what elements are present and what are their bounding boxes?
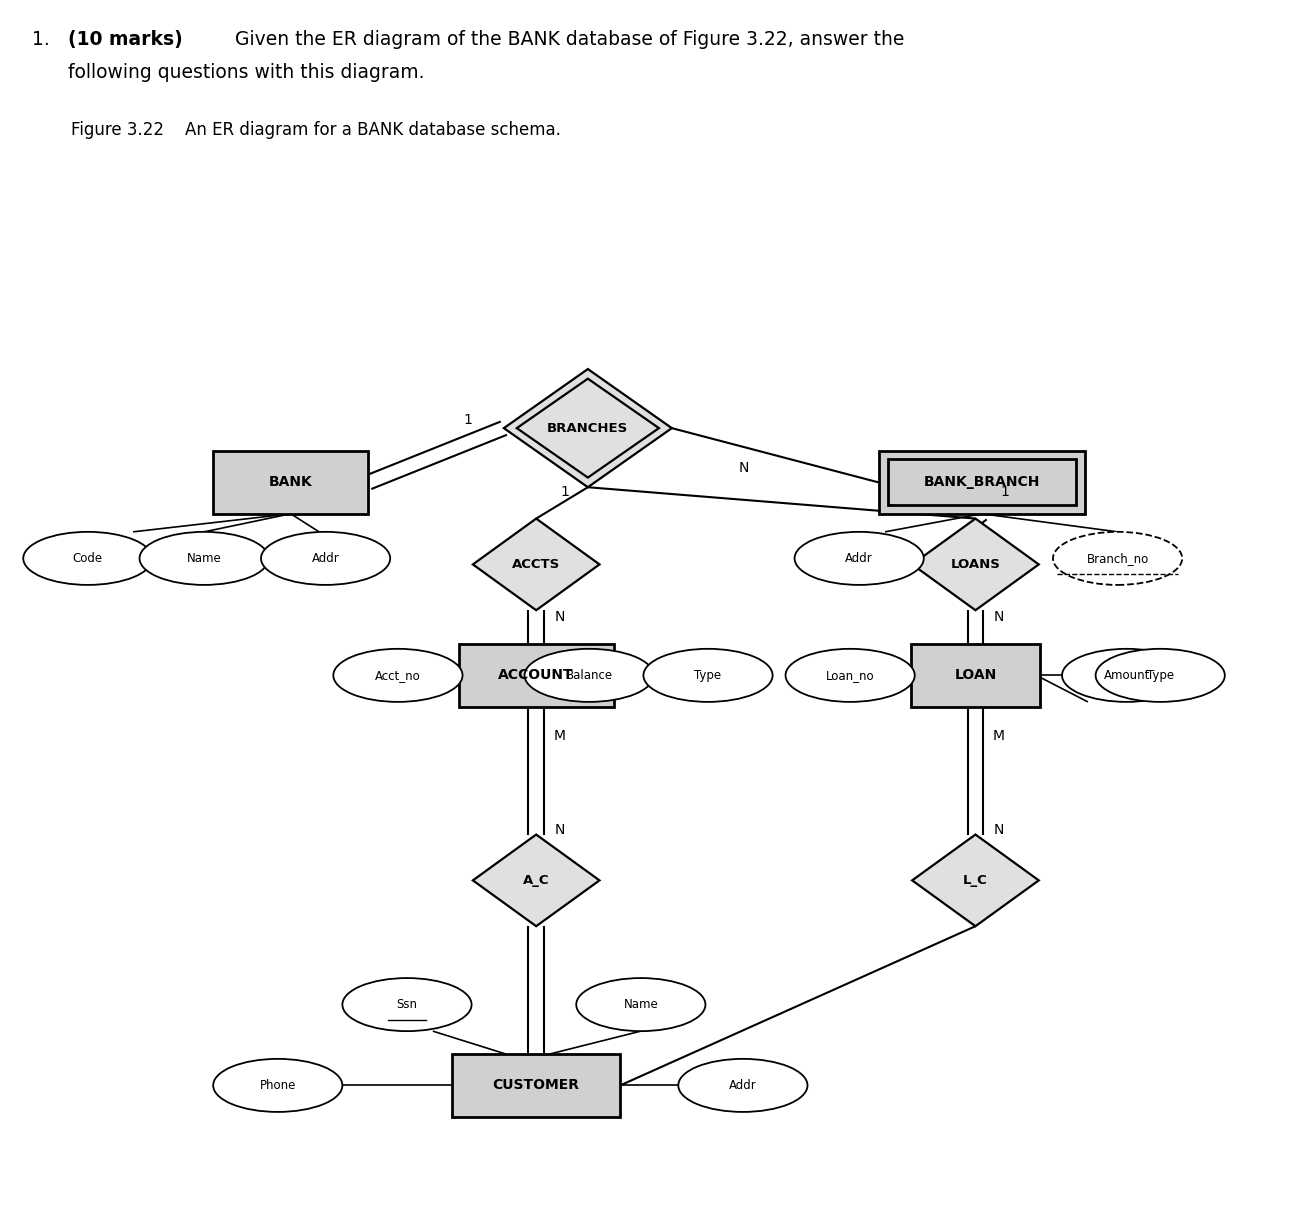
Ellipse shape — [643, 649, 773, 702]
Polygon shape — [912, 835, 1039, 926]
Text: Ssn: Ssn — [397, 999, 417, 1011]
Text: N: N — [994, 822, 1004, 837]
Text: Addr: Addr — [311, 552, 340, 564]
Text: M: M — [992, 728, 1005, 743]
FancyBboxPatch shape — [452, 1054, 620, 1117]
Text: Phone: Phone — [260, 1079, 296, 1091]
Text: ACCTS: ACCTS — [512, 558, 561, 570]
Text: Figure 3.22    An ER diagram for a BANK database schema.: Figure 3.22 An ER diagram for a BANK dat… — [71, 121, 561, 139]
Text: Balance: Balance — [566, 669, 612, 681]
Text: (10 marks): (10 marks) — [68, 30, 183, 49]
Text: N: N — [739, 461, 749, 475]
Ellipse shape — [576, 978, 705, 1031]
Text: 1: 1 — [1001, 485, 1009, 499]
Text: A_C: A_C — [523, 874, 549, 886]
Text: Type: Type — [695, 669, 721, 681]
Ellipse shape — [1053, 532, 1182, 585]
Text: Branch_no: Branch_no — [1087, 552, 1149, 564]
Text: Name: Name — [624, 999, 658, 1011]
Ellipse shape — [1096, 649, 1225, 702]
Ellipse shape — [140, 532, 269, 585]
Text: L_C: L_C — [963, 874, 988, 886]
Ellipse shape — [678, 1059, 808, 1112]
Text: M: M — [553, 728, 566, 743]
Ellipse shape — [795, 532, 924, 585]
Polygon shape — [473, 519, 599, 610]
Text: 1: 1 — [561, 485, 568, 499]
Ellipse shape — [525, 649, 654, 702]
Text: CUSTOMER: CUSTOMER — [492, 1078, 580, 1093]
Text: Addr: Addr — [845, 552, 873, 564]
Text: BANK_BRANCH: BANK_BRANCH — [924, 475, 1040, 490]
Text: following questions with this diagram.: following questions with this diagram. — [68, 63, 425, 82]
FancyBboxPatch shape — [459, 644, 614, 707]
Ellipse shape — [342, 978, 472, 1031]
Polygon shape — [912, 519, 1039, 610]
Text: BANK: BANK — [269, 475, 313, 490]
Text: Code: Code — [72, 552, 103, 564]
Text: 1.: 1. — [32, 30, 56, 49]
Text: Type: Type — [1147, 669, 1173, 681]
Text: N: N — [554, 822, 565, 837]
Ellipse shape — [213, 1059, 342, 1112]
Text: 1: 1 — [464, 412, 472, 427]
Ellipse shape — [1062, 649, 1191, 702]
Polygon shape — [473, 835, 599, 926]
Text: Loan_no: Loan_no — [826, 669, 875, 681]
Text: Addr: Addr — [729, 1079, 757, 1091]
Text: N: N — [994, 610, 1004, 625]
Text: N: N — [554, 610, 565, 625]
FancyBboxPatch shape — [879, 451, 1085, 514]
Text: LOAN: LOAN — [955, 668, 996, 683]
Ellipse shape — [261, 532, 390, 585]
FancyBboxPatch shape — [213, 451, 368, 514]
Text: LOANS: LOANS — [951, 558, 1000, 570]
FancyBboxPatch shape — [911, 644, 1040, 707]
Text: Given the ER diagram of the BANK database of Figure 3.22, answer the: Given the ER diagram of the BANK databas… — [229, 30, 904, 49]
Ellipse shape — [23, 532, 152, 585]
Polygon shape — [504, 369, 672, 487]
Text: BRANCHES: BRANCHES — [548, 422, 628, 434]
Ellipse shape — [786, 649, 915, 702]
Text: Amount: Amount — [1103, 669, 1150, 681]
Text: Acct_no: Acct_no — [375, 669, 421, 681]
Text: ACCOUNT: ACCOUNT — [499, 668, 574, 683]
Ellipse shape — [333, 649, 463, 702]
Text: Name: Name — [187, 552, 221, 564]
